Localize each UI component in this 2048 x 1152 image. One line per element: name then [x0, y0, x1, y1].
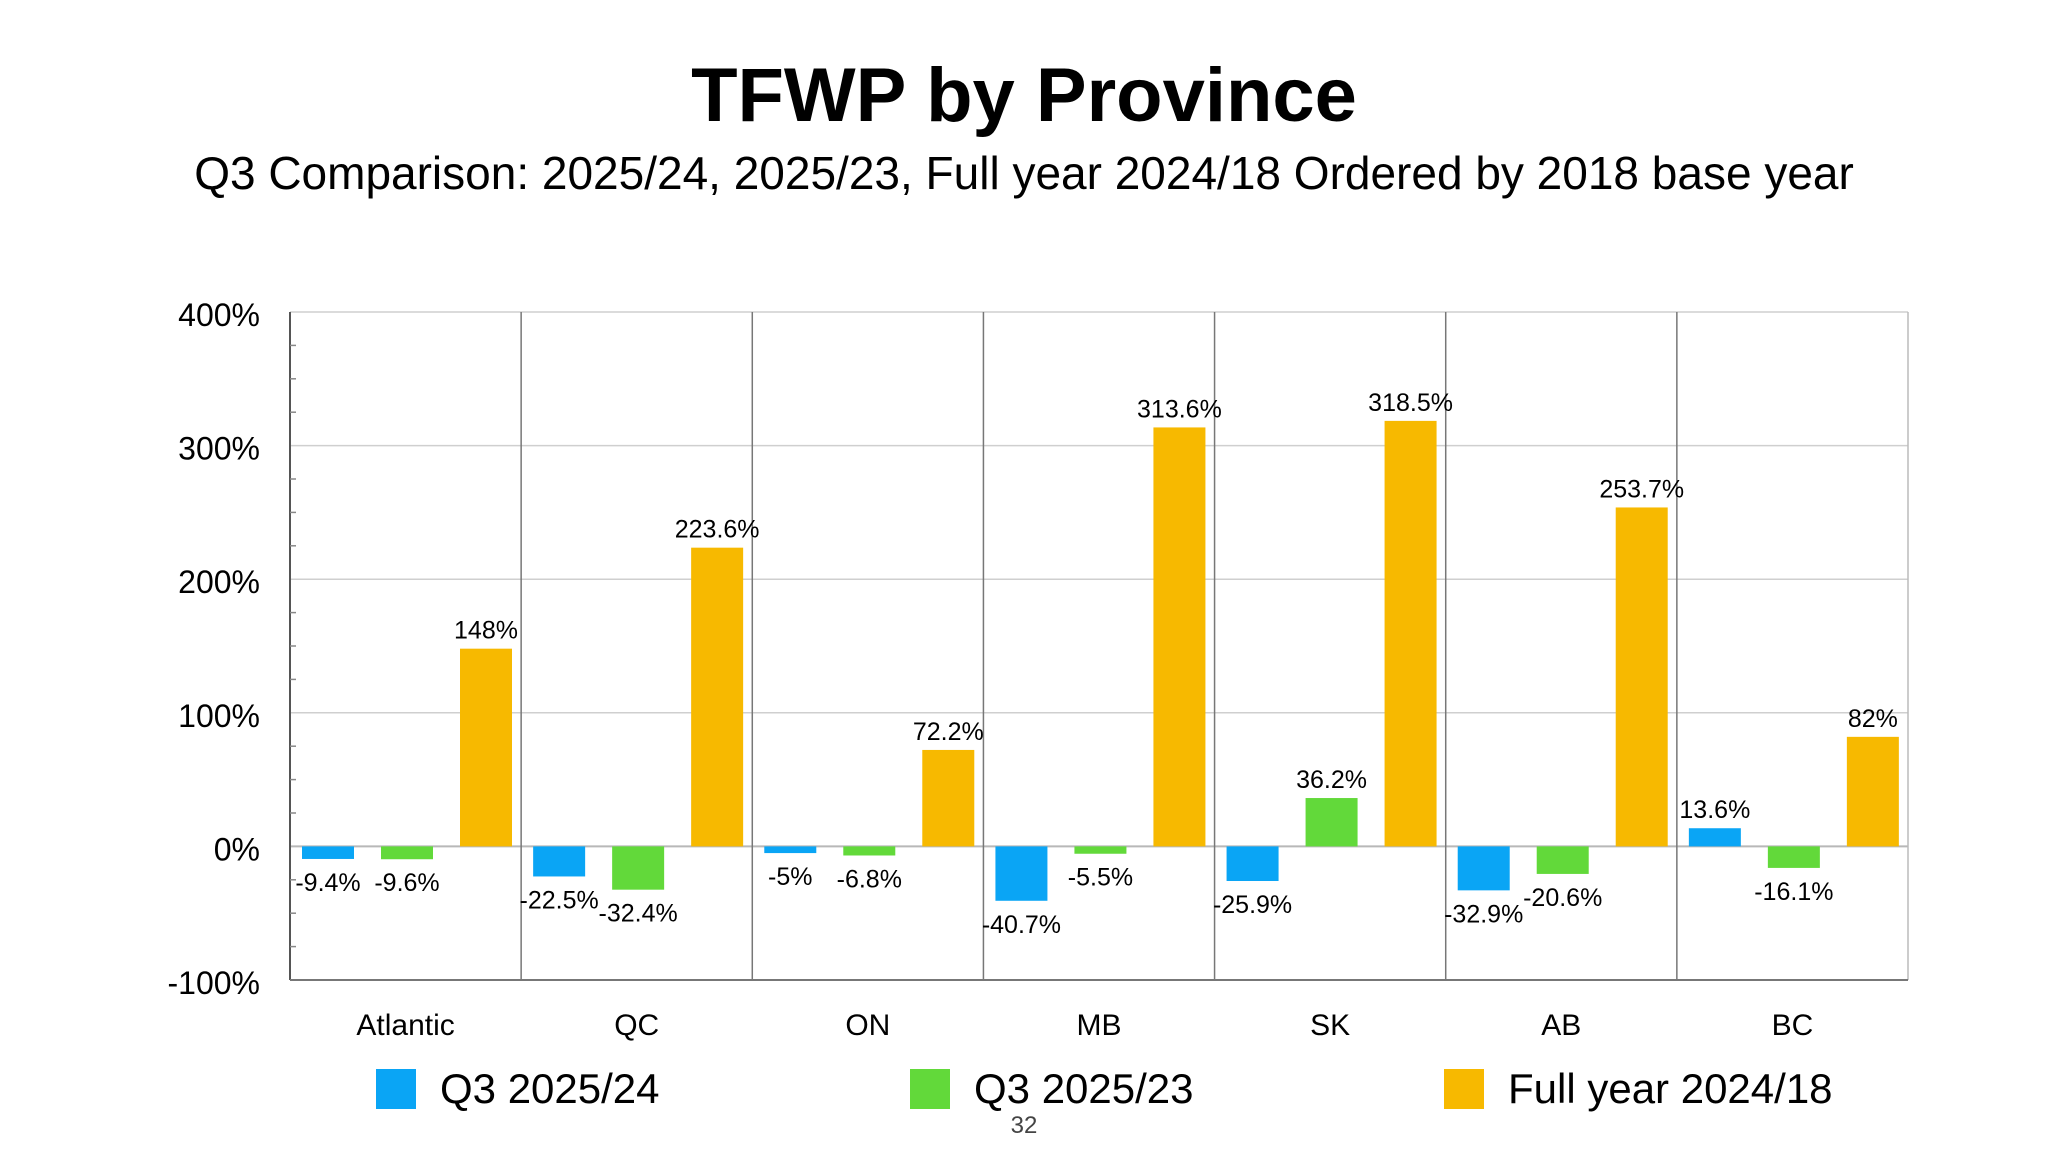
y-tick-label: 100%	[178, 698, 260, 734]
bar	[691, 547, 744, 847]
y-tick-label: -100%	[168, 965, 261, 1001]
data-label: 36.2%	[1296, 766, 1367, 794]
data-label: 313.6%	[1137, 395, 1222, 423]
data-label: -25.9%	[1213, 891, 1292, 919]
data-labels: -9.4% -22.5% -5% -40.7% -25.9% -32.9% 13.6% -9.…	[295, 389, 1898, 939]
data-label: -5%	[768, 863, 812, 891]
x-tick-label: AB	[1541, 1009, 1581, 1042]
data-label: -9.4%	[295, 869, 360, 897]
bar	[922, 749, 975, 847]
legend-item-q3-2025-23: Q3 2025/23	[910, 1065, 1194, 1112]
bar	[1536, 846, 1589, 874]
legend-label-q3-2025-23: Q3 2025/23	[974, 1065, 1194, 1112]
legend-item-q3-2025-24: Q3 2025/24	[376, 1065, 660, 1112]
legend-label-full-2024-18: Full year 2024/18	[1508, 1065, 1833, 1112]
data-label: 148%	[454, 617, 518, 645]
x-tick-label: MB	[1077, 1009, 1122, 1042]
bar	[1615, 507, 1668, 847]
data-label: 223.6%	[675, 516, 760, 544]
page-number: 32	[1010, 1112, 1038, 1139]
y-tick-label: 400%	[178, 297, 260, 333]
data-label: -5.5%	[1068, 864, 1133, 892]
bar	[764, 846, 817, 854]
axes: -100% 0% 100% 200% 300% 400% Atlantic QC ON MB SK A…	[168, 297, 1908, 1042]
data-label: 318.5%	[1368, 389, 1453, 417]
data-label: 13.6%	[1679, 796, 1750, 824]
data-label: -32.9%	[1444, 900, 1523, 928]
x-tick-label: QC	[614, 1009, 659, 1042]
data-label: 82%	[1848, 705, 1898, 733]
data-label: -6.8%	[837, 865, 902, 893]
y-tick-label: 0%	[214, 831, 260, 867]
chart-subtitle: Q3 Comparison: 2025/24, 2025/23, Full ye…	[194, 147, 1854, 199]
bar	[1226, 846, 1279, 882]
data-label: -20.6%	[1523, 884, 1602, 912]
x-tick-label: ON	[845, 1009, 890, 1042]
data-label: -9.6%	[374, 869, 439, 897]
bar	[533, 846, 586, 877]
bar	[1384, 420, 1437, 847]
bar	[1688, 828, 1741, 847]
data-label: 253.7%	[1599, 475, 1684, 503]
bar	[1074, 846, 1127, 854]
x-tick-label: SK	[1310, 1009, 1350, 1042]
x-tick-label: BC	[1772, 1009, 1814, 1042]
bar	[302, 846, 354, 859]
bar	[1153, 427, 1206, 847]
bar	[612, 846, 665, 890]
legend-label-q3-2025-24: Q3 2025/24	[440, 1065, 660, 1112]
x-tick-label: Atlantic	[356, 1009, 454, 1042]
bar	[460, 648, 512, 847]
bar	[995, 846, 1048, 901]
legend-item-full-2024-18: Full year 2024/18	[1444, 1065, 1833, 1112]
y-tick-label: 300%	[178, 431, 260, 467]
bar	[1767, 846, 1820, 868]
chart-title: TFWP by Province	[691, 53, 1357, 138]
data-label: -32.4%	[599, 900, 678, 928]
legend-swatch-q3-2025-23	[910, 1069, 950, 1109]
legend-swatch-q3-2025-24	[376, 1069, 416, 1109]
bar	[381, 846, 433, 860]
data-label: -16.1%	[1754, 878, 1833, 906]
bars	[302, 420, 1899, 901]
data-label: -22.5%	[520, 886, 599, 914]
bar	[1305, 798, 1358, 847]
data-label: -40.7%	[982, 911, 1061, 939]
bar	[1846, 736, 1899, 847]
bar	[843, 846, 896, 856]
data-label: 72.2%	[913, 718, 984, 746]
bar	[1457, 846, 1510, 891]
legend-swatch-full-2024-18	[1444, 1069, 1484, 1109]
y-tick-label: 200%	[178, 564, 260, 600]
